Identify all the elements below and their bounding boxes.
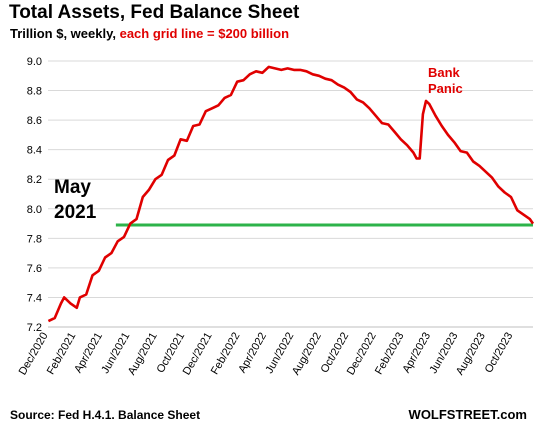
- brand-logo-text: WOLFSTREET.com: [408, 407, 527, 422]
- y-tick-label: 7.4: [27, 292, 42, 304]
- y-tick-label: 7.6: [27, 263, 42, 275]
- subtitle-prefix: Trillion $, weekly,: [10, 26, 120, 41]
- y-tick-label: 9.0: [27, 56, 42, 68]
- y-tick-label: 8.8: [27, 86, 42, 98]
- y-tick-label: 8.0: [27, 204, 42, 216]
- chart-subtitle: Trillion $, weekly, each grid line = $20…: [10, 26, 289, 41]
- annotation-line2: Panic: [428, 81, 463, 96]
- chart-title: Total Assets, Fed Balance Sheet: [9, 2, 300, 23]
- y-tick-label: 8.6: [27, 115, 42, 127]
- source-note: Source: Fed H.4.1. Balance Sheet: [10, 408, 201, 422]
- x-tick-label: Oct/2023: [483, 331, 516, 376]
- reference-label-line1: May: [54, 177, 91, 198]
- reference-label-line2: 2021: [54, 202, 97, 223]
- series-line: [47, 65, 535, 323]
- y-tick-label: 7.8: [27, 233, 42, 245]
- subtitle-highlight: each grid line = $200 billion: [119, 26, 290, 41]
- y-tick-label: 8.4: [27, 145, 42, 157]
- y-tick-label: 8.2: [27, 174, 42, 186]
- y-tick-label: 7.2: [27, 322, 42, 334]
- annotation-line1: Bank: [428, 65, 461, 80]
